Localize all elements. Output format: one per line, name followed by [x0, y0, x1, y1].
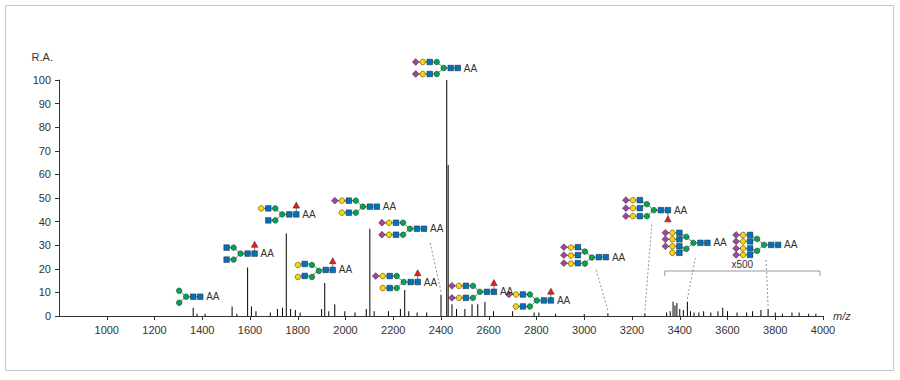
svg-text:2800: 2800	[524, 324, 548, 336]
svg-text:4000: 4000	[811, 324, 835, 336]
svg-text:AA: AA	[784, 239, 798, 250]
svg-text:AA: AA	[302, 209, 316, 220]
svg-text:3200: 3200	[620, 324, 644, 336]
svg-text:20: 20	[39, 263, 51, 275]
svg-text:x500: x500	[731, 259, 753, 270]
svg-text:40: 40	[39, 216, 51, 228]
svg-text:80: 80	[39, 121, 51, 133]
svg-text:AA: AA	[674, 205, 688, 216]
svg-text:3400: 3400	[668, 324, 692, 336]
svg-text:60: 60	[39, 168, 51, 180]
svg-text:AA: AA	[424, 277, 438, 288]
svg-text:AA: AA	[464, 63, 478, 74]
svg-text:AA: AA	[713, 237, 727, 248]
svg-text:2000: 2000	[333, 324, 357, 336]
svg-text:R.A.: R.A.	[32, 51, 53, 63]
svg-text:m/z: m/z	[833, 310, 851, 322]
svg-text:AA: AA	[261, 248, 275, 259]
svg-text:1000: 1000	[95, 324, 119, 336]
svg-text:3800: 3800	[763, 324, 787, 336]
svg-text:10: 10	[39, 286, 51, 298]
svg-text:2200: 2200	[381, 324, 405, 336]
svg-text:0: 0	[45, 310, 51, 322]
svg-text:AA: AA	[430, 223, 444, 234]
svg-text:50: 50	[39, 192, 51, 204]
svg-text:2400: 2400	[429, 324, 453, 336]
svg-text:1800: 1800	[286, 324, 310, 336]
svg-text:2600: 2600	[477, 324, 501, 336]
svg-text:1600: 1600	[238, 324, 262, 336]
svg-text:1200: 1200	[142, 324, 166, 336]
svg-text:3000: 3000	[572, 324, 596, 336]
svg-text:AA: AA	[339, 264, 353, 275]
svg-text:AA: AA	[383, 201, 397, 212]
svg-text:AA: AA	[500, 286, 514, 297]
svg-text:90: 90	[39, 98, 51, 110]
svg-text:AA: AA	[557, 295, 571, 306]
svg-text:AA: AA	[612, 252, 626, 263]
svg-text:70: 70	[39, 145, 51, 157]
svg-text:AA: AA	[206, 291, 220, 302]
svg-text:30: 30	[39, 239, 51, 251]
svg-text:3600: 3600	[715, 324, 739, 336]
svg-text:1400: 1400	[190, 324, 214, 336]
svg-text:100: 100	[33, 74, 51, 86]
